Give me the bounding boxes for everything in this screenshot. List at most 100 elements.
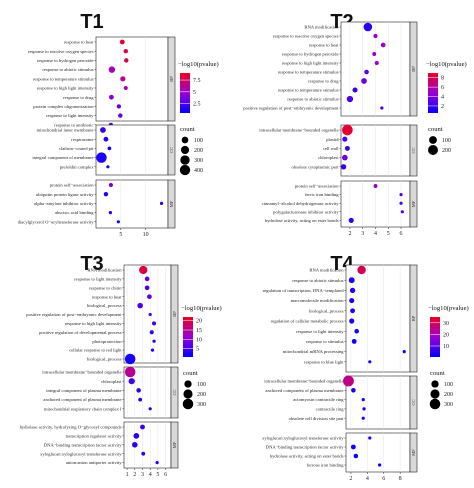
go-term-label: response to high light intensity [65,321,122,326]
facet-strip [167,124,176,176]
facet-strip [409,180,418,228]
color-bar-tick-label: 7.5 [193,78,201,84]
enrichment-point [342,154,348,161]
go-term-label: hydrolase activity, acting on ester bond… [265,218,339,224]
enrichment-point [349,298,355,304]
facet-strip [409,124,418,177]
size-legend-label: 100 [444,382,453,388]
enrichment-point [155,461,159,465]
go-term-label: response to heat [309,43,339,48]
size-legend-key [431,380,439,388]
x-tick-label: 6 [400,231,403,237]
enrichment-point [351,338,357,344]
color-bar-tick-label: 10 [196,337,202,343]
enrichment-point [351,388,356,393]
enrichment-point [344,145,350,151]
enrichment-point [108,182,113,188]
enrichment-point [402,350,406,354]
go-term-label: cell wall [323,146,339,151]
go-term-label: chloroplast [101,379,122,384]
enrichment-point [361,78,367,84]
enrichment-point [159,201,164,205]
go-term-label: positive regulation of post−embryonic de… [243,106,339,111]
enrichment-point [123,48,129,54]
go-term-label: xyloglucan:xyloglucosyl transferase acti… [40,451,122,456]
enrichment-point [144,285,150,291]
color-bar-tick-label: 4 [441,95,444,101]
enrichment-point [361,398,365,402]
panel-bp: BP response to heat response to reactive o… [28,36,176,127]
size-legend-key [180,155,190,165]
enrichment-point [348,277,355,284]
enrichment-point [348,217,354,223]
enrichment-point [380,42,386,48]
go-term-label: protein self−association [295,184,339,189]
go-term-label: response to temperature stimulus [278,88,339,93]
go-term-label: mitochondrial mRNA processing [283,349,344,354]
x-tick-label: 3 [141,472,144,478]
go-term-label: anchored component of plasma membrane [265,388,343,393]
go-term-label: RNA modification [309,268,344,273]
color-legend-title: −log10(pvalue) [181,305,222,312]
panel-frame [95,36,169,122]
color-bar-tick-label: 20 [443,332,449,338]
go-term-label: plastid [326,137,339,142]
go-term-label: DNA−binding transcription factor activit… [44,442,122,447]
go-term-label: abscisic acid binding [55,210,94,215]
facet-label: CC [411,399,416,405]
facet-strip [409,432,418,473]
go-term-label: hydrolase activity, acting on ester bond… [270,454,344,460]
go-term-label: biological_process [87,303,122,308]
panel-mf: MF hydrolase activity, hydrolyzing O−glyc… [20,421,179,469]
go-term-label: response to light intensity [74,277,122,282]
enrichment-point [139,265,148,275]
panel-mf: MF xyloglucan:xyloglucosyl transferase ac… [262,432,418,473]
size-legend: count 100 200 300 400 [179,126,203,176]
go-term-label: regulation of cellular metabolic process [271,319,344,324]
enrichment-point [372,52,377,56]
x-tick-label: 6 [382,476,385,482]
color-bar-tick-label: 5 [196,347,199,353]
go-term-label: contractile ring [316,407,345,412]
enrichment-point [352,87,358,93]
size-legend-label: 100 [197,382,206,388]
size-legend-key [429,398,441,410]
facet-strip [170,264,179,364]
enrichment-point [342,136,348,142]
enrichment-point [151,321,157,326]
enrichment-point [349,287,356,294]
x-tick-label: 4 [374,231,377,237]
color-legend-title: −log10(pvalue) [426,61,467,68]
facet-strip [167,36,176,122]
color-bar [183,317,193,357]
chart-t3: T3 BP RNA modification response to light in… [20,253,222,478]
facet-strip [167,179,176,229]
enrichment-point [132,442,138,448]
x-tick-label: 10 [143,232,149,238]
go-term-label: integral component of membrane [32,155,93,160]
go-term-label: hydrolase activity, hydrolyzing O−glycos… [20,425,122,431]
enrichment-point [108,211,112,215]
go-term-label: response to abiotic stimulus [287,97,338,102]
x-tick-label: 4 [366,476,369,482]
go-term-label: transcription regulator activity [66,434,123,439]
color-bar [180,73,190,113]
enrichment-point [374,60,379,66]
go-term-label: response to high light intensity [37,86,94,91]
go-term-label: intracellular membrane−bounded organelle [259,128,338,133]
go-term-label: response to drug [63,95,94,100]
go-term-label: biological_process [309,308,344,313]
go-term-label: ferrous iron binding [307,463,344,468]
enrichment-point [103,192,109,197]
enrichment-point [363,22,373,32]
enrichment-point [118,113,123,118]
enrichment-point [362,407,366,411]
enrichment-point [353,453,359,459]
facet-strip [170,421,179,469]
go-term-label: anchored component of plasma membrane [43,397,121,402]
go-term-label: protein self−association [50,183,94,188]
go-term-label: polygalacturonase inhibitor activity [273,209,339,214]
